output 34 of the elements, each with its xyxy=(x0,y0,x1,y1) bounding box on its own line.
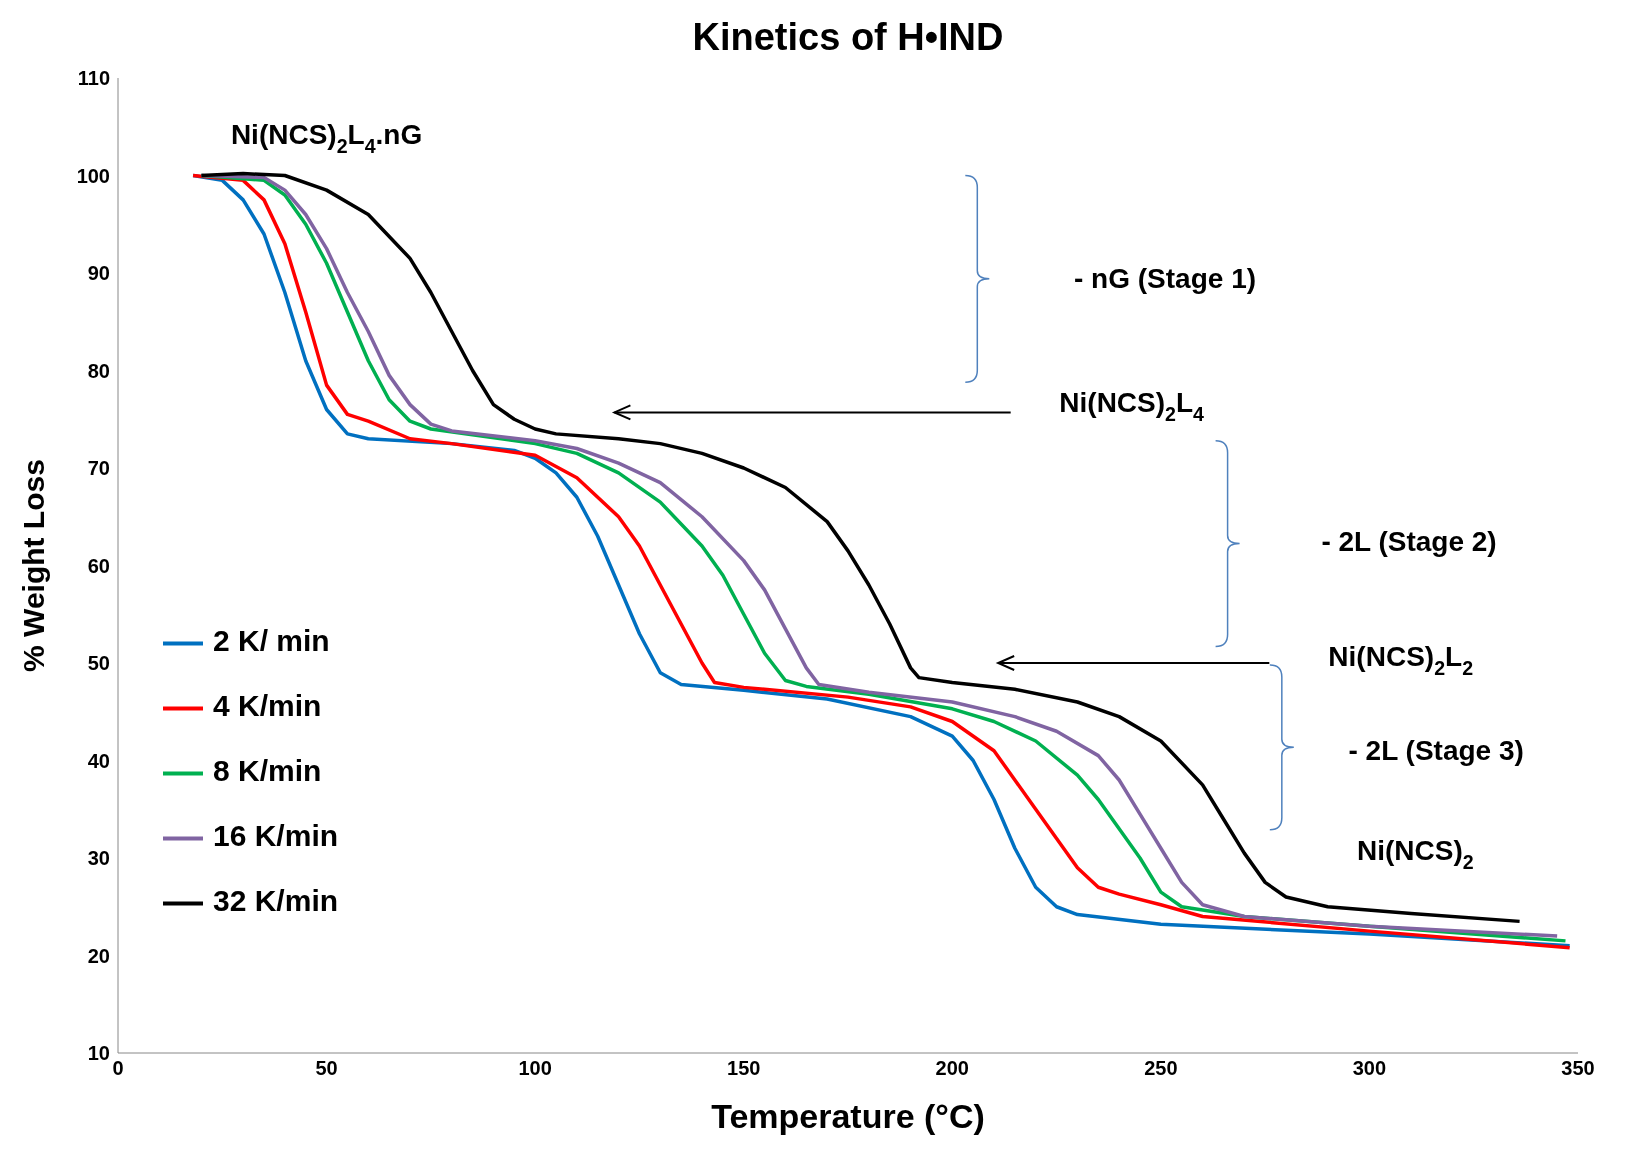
y-tick-label: 110 xyxy=(77,67,110,90)
y-tick-label: 50 xyxy=(87,652,110,675)
x-tick-label: 150 xyxy=(727,1057,761,1080)
y-tick-label: 80 xyxy=(87,359,110,382)
x-tick-label: 0 xyxy=(112,1057,124,1080)
y-tick-label: 40 xyxy=(87,749,110,772)
chart-title: Kinetics of H•IND xyxy=(692,16,1004,58)
y-axis-title: % Weight Loss xyxy=(16,459,50,672)
legend-label: 16 K/min xyxy=(213,819,339,853)
y-tick-label: 10 xyxy=(87,1042,110,1065)
legend-label: 2 K/ min xyxy=(213,624,330,658)
x-axis-title: Temperature (°C) xyxy=(711,1097,985,1135)
annotation: - 2L (Stage 2) xyxy=(1321,526,1497,558)
y-tick-label: 100 xyxy=(76,164,110,187)
x-tick-label: 350 xyxy=(1561,1057,1595,1080)
y-tick-label: 70 xyxy=(87,457,110,480)
x-tick-label: 100 xyxy=(518,1057,552,1080)
legend-label: 8 K/min xyxy=(213,754,322,788)
x-tick-label: 50 xyxy=(315,1057,338,1080)
annotation: Ni(NCS)$_{2}$L$_{2}$ xyxy=(1328,641,1474,680)
legend-label: 32 K/min xyxy=(213,884,339,918)
y-tick-label: 30 xyxy=(87,847,110,870)
y-tick-label: 90 xyxy=(87,262,110,285)
annotation: - 2L (Stage 3) xyxy=(1348,735,1524,767)
x-tick-label: 300 xyxy=(1352,1057,1387,1080)
y-tick-label: 60 xyxy=(87,554,110,577)
annotation: Ni(NCS)$_{2}$L$_{4}$.nG xyxy=(230,118,423,157)
annotation: Ni(NCS)$_{2}$ xyxy=(1356,835,1474,874)
legend-label: 4 K/min xyxy=(213,689,322,723)
annotation: Ni(NCS)$_{2}$L$_{4}$ xyxy=(1059,387,1205,425)
x-tick-label: 250 xyxy=(1144,1057,1178,1080)
annotation: - nG (Stage 1) xyxy=(1074,263,1257,295)
x-tick-label: 200 xyxy=(935,1057,969,1080)
y-tick-label: 20 xyxy=(87,944,110,967)
